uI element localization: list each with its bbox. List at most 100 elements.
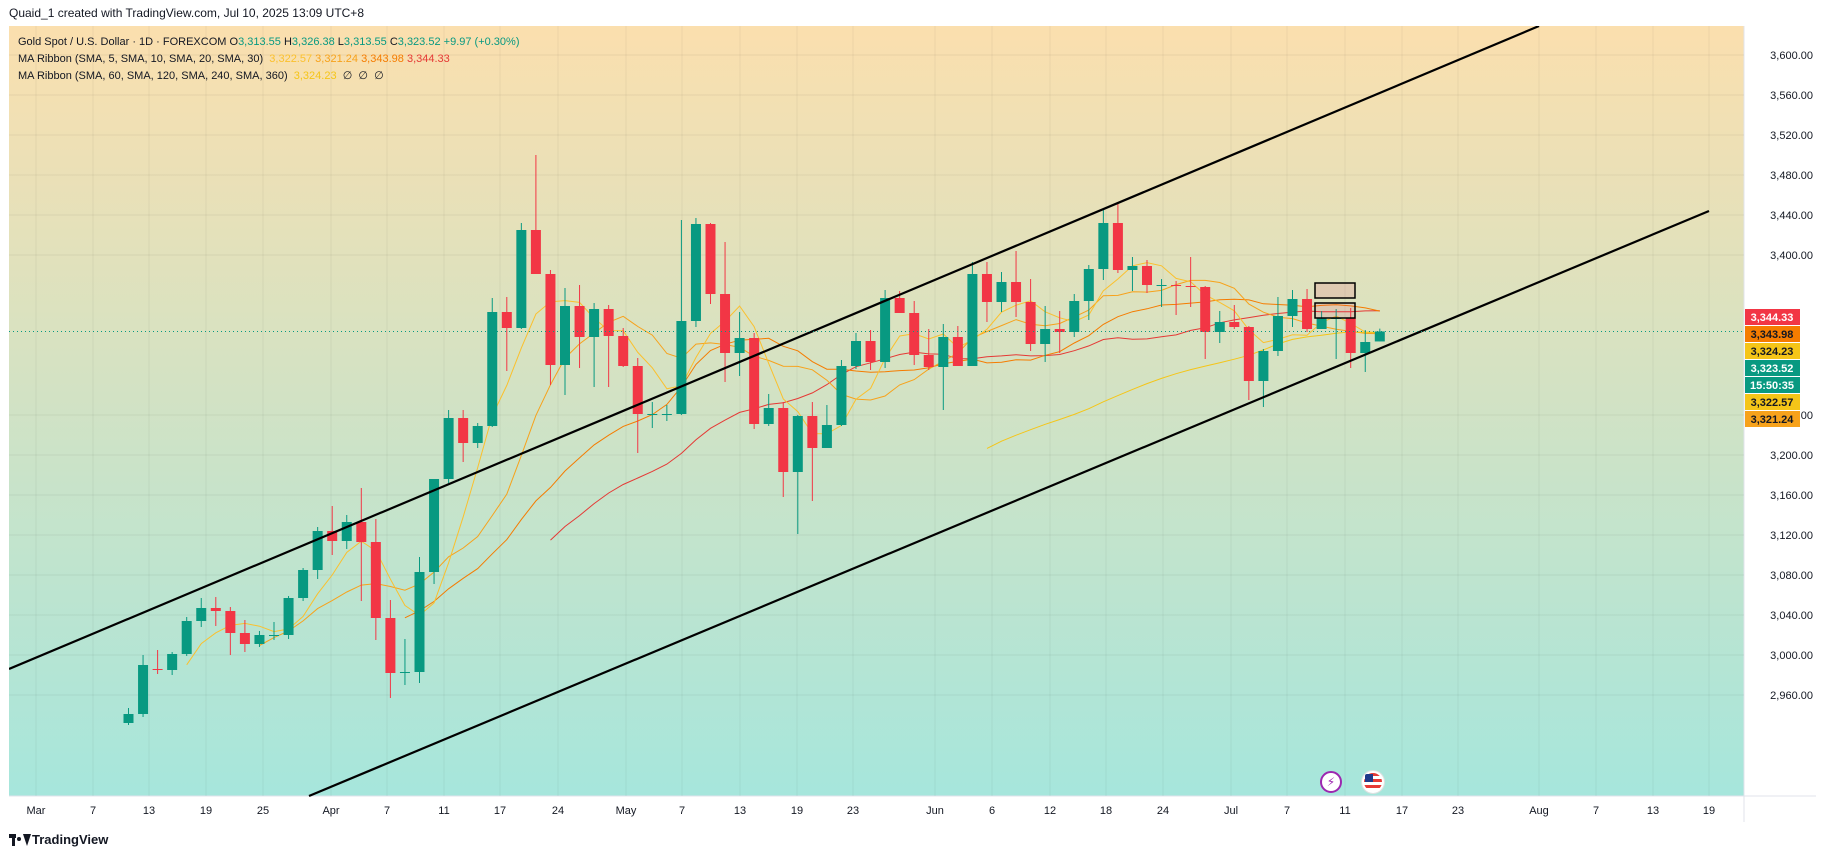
candle <box>661 405 672 421</box>
price-tag: 3,323.52 <box>1745 360 1800 376</box>
y-tick-label: 3,080.00 <box>1770 570 1813 582</box>
candle-body <box>1054 329 1065 332</box>
candle <box>472 423 483 448</box>
candle-body <box>1374 331 1385 342</box>
candle <box>560 288 570 395</box>
candle <box>1112 203 1123 273</box>
candle-body <box>370 542 381 618</box>
flash-event-icon[interactable]: ⚡ <box>1320 771 1342 793</box>
chart-area[interactable]: 3,600.00 3,560.00 3,520.00 3,480.00 3,440.00… <box>9 26 1816 822</box>
price-tag-bg <box>1745 309 1800 325</box>
candle <box>341 515 352 549</box>
x-tick-label: 6 <box>989 805 995 817</box>
candle <box>1200 286 1211 359</box>
candle-body <box>1069 301 1080 332</box>
candle-body <box>763 408 774 424</box>
tradingview-brand[interactable]: TradingView <box>9 832 108 847</box>
chart-canvas[interactable]: 3,600.00 3,560.00 3,520.00 3,480.00 3,440.00… <box>9 26 1816 822</box>
candle-body <box>123 714 134 723</box>
symbol-title: Gold Spot / U.S. Dollar · 1D · FOREXCOM <box>18 36 227 48</box>
candle-body <box>836 366 847 425</box>
candle <box>501 297 512 371</box>
candle-body <box>181 621 192 654</box>
candle-body <box>1287 299 1298 316</box>
ma20-line <box>404 298 1380 619</box>
candle <box>778 402 789 497</box>
candle <box>1302 289 1313 332</box>
ohlc-close: 3,323.52 <box>397 36 441 48</box>
candle-body <box>618 336 629 366</box>
candle-body <box>443 418 454 479</box>
ohlc-h-label: H <box>283 36 292 48</box>
candle-body <box>574 306 585 337</box>
ribbon1-ma30-value: 3,344.33 <box>406 53 450 65</box>
x-tick-label: Jun <box>926 805 944 817</box>
candle-body <box>1272 316 1283 351</box>
x-tick-label: May <box>616 805 637 817</box>
ohlc-low: 3,313.55 <box>343 36 387 48</box>
legend-symbol-row[interactable]: Gold Spot / U.S. Dollar · 1D · FOREXCOM … <box>18 34 520 51</box>
candle-body <box>632 366 643 414</box>
candle-body <box>1011 282 1022 302</box>
y-tick-label: 3,200.00 <box>1770 450 1813 462</box>
candle <box>385 600 396 698</box>
candle <box>981 262 992 322</box>
x-tick-label: 7 <box>384 805 390 817</box>
candle-body <box>1040 329 1051 344</box>
channel-upper-line <box>9 26 1540 671</box>
candle <box>749 333 760 429</box>
candle <box>865 330 876 370</box>
candle <box>1011 251 1022 317</box>
legend-ribbon2-row[interactable]: MA Ribbon (SMA, 60, SMA, 120, SMA, 240, … <box>18 68 520 85</box>
candle-body <box>312 531 323 570</box>
candle-body <box>720 294 731 353</box>
candle-body <box>1229 322 1240 327</box>
candle-body <box>1243 327 1254 381</box>
candle-body <box>952 337 963 366</box>
legend-ribbon1-row[interactable]: MA Ribbon (SMA, 5, SMA, 10, SMA, 20, SMA… <box>18 51 520 68</box>
candle-body <box>1214 322 1225 332</box>
ohlc-high: 3,326.38 <box>291 36 335 48</box>
x-tick-label: 19 <box>200 805 212 817</box>
candle-body <box>807 416 818 448</box>
candle <box>792 415 803 534</box>
candle <box>1171 281 1182 315</box>
candle <box>821 405 832 448</box>
price-change: +9.97 (+0.30%) <box>443 36 520 48</box>
price-tag-label: 3,324.23 <box>1751 346 1794 358</box>
candle <box>458 410 469 462</box>
candle-body <box>880 298 891 362</box>
candle-body <box>996 282 1007 302</box>
price-tag-bg <box>1745 411 1800 427</box>
candle <box>1156 279 1167 307</box>
candle <box>487 298 498 427</box>
ribbon1-ma10-value: 3,321.24 <box>315 53 358 65</box>
us-flag-event-icon[interactable] <box>1362 771 1384 793</box>
candles <box>123 155 1385 725</box>
y-tick-label: 3,480.00 <box>1770 170 1813 182</box>
ohlc-o-label: O <box>229 36 239 48</box>
candle-body <box>676 321 687 414</box>
candle <box>589 303 600 387</box>
header-credit-bar: Quaid_1 created with TradingView.com, Ju… <box>0 0 1835 26</box>
candle-body <box>239 633 250 644</box>
price-tag: 3,344.33 <box>1745 309 1800 325</box>
candle-body <box>298 570 309 598</box>
candle-body <box>152 669 163 670</box>
candle-body <box>1345 318 1356 353</box>
candle-body <box>778 408 789 472</box>
candle <box>327 506 338 555</box>
y-tick-label: 3,120.00 <box>1770 530 1813 542</box>
price-tag-bg <box>1745 394 1800 410</box>
candle <box>763 394 774 426</box>
price-tag-label: 3,323.52 <box>1751 363 1794 375</box>
candle <box>705 223 716 304</box>
chart-legend: Gold Spot / U.S. Dollar · 1D · FOREXCOM … <box>18 34 520 85</box>
candle <box>429 479 440 584</box>
ribbon2-ma360-value: ∅ <box>374 70 384 82</box>
ribbon2-ma120-value: ∅ <box>342 70 353 82</box>
ma5-line <box>186 262 1380 666</box>
candle <box>618 328 629 367</box>
x-tick-label: 17 <box>494 805 506 817</box>
ohlc-open: 3,313.55 <box>238 36 281 48</box>
